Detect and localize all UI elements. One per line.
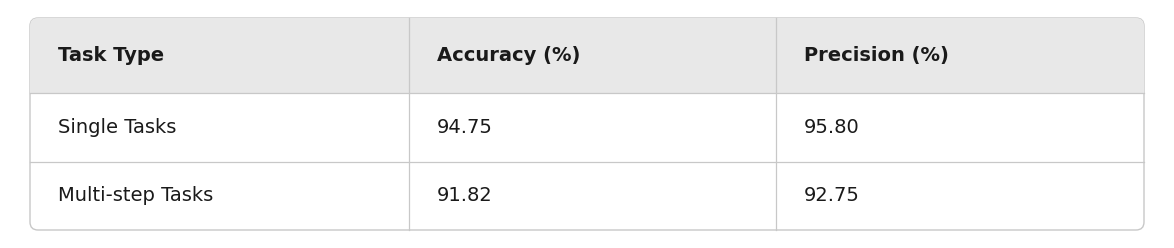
Text: Precision (%): Precision (%) (804, 46, 949, 65)
Text: 94.75: 94.75 (437, 118, 492, 137)
Text: Accuracy (%): Accuracy (%) (437, 46, 580, 65)
Text: 95.80: 95.80 (804, 118, 861, 137)
Bar (31, 56, 1143, 93)
FancyBboxPatch shape (31, 18, 1143, 230)
Text: 92.75: 92.75 (804, 186, 861, 205)
Text: Single Tasks: Single Tasks (58, 118, 176, 137)
Text: Task Type: Task Type (58, 46, 164, 65)
Text: 91.82: 91.82 (437, 186, 492, 205)
Text: Multi-step Tasks: Multi-step Tasks (58, 186, 214, 205)
FancyBboxPatch shape (31, 18, 1143, 93)
